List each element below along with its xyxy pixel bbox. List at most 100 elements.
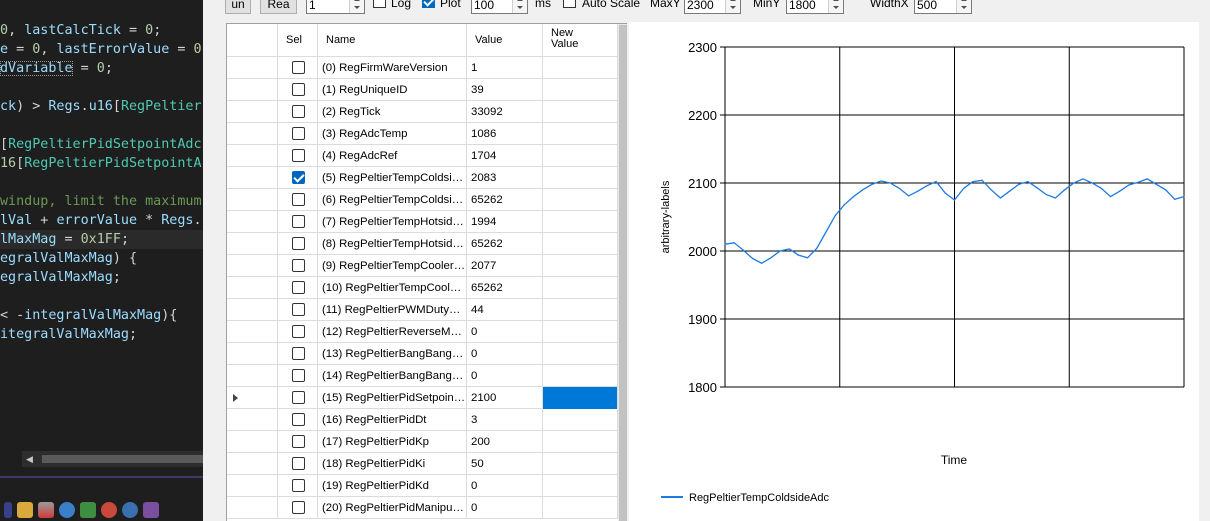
maxy-spinner[interactable]: 2300 <box>684 0 741 14</box>
row-select-checkbox[interactable] <box>292 281 305 294</box>
row-header[interactable] <box>227 299 278 321</box>
new-value-cell[interactable] <box>543 497 618 519</box>
register-value-cell[interactable]: 50 <box>467 453 543 475</box>
table-row[interactable]: (8) RegPeltierTempHotside... 65262 <box>227 233 627 255</box>
code-line[interactable]: lVal + errorValue * Regs. <box>0 211 202 230</box>
table-row[interactable]: (4) RegAdcRef 1704 <box>227 145 627 167</box>
period-spinner[interactable]: 100 <box>471 0 528 14</box>
register-name-cell[interactable]: (14) RegPeltierBangBangTe... <box>318 365 467 387</box>
run-button[interactable]: un <box>225 0 251 14</box>
register-value-cell[interactable]: 33092 <box>467 101 543 123</box>
register-value-cell[interactable]: 0 <box>467 365 543 387</box>
row-header[interactable] <box>227 211 278 233</box>
table-row[interactable]: (20) RegPeltierPidManipulat... 0 <box>227 497 627 519</box>
log-checkbox[interactable] <box>373 0 386 8</box>
column-header-new-value[interactable]: New Value <box>543 24 618 57</box>
row-header[interactable] <box>227 79 278 101</box>
new-value-cell[interactable] <box>543 123 618 145</box>
row-select-checkbox[interactable] <box>292 501 305 514</box>
widthx-spinner[interactable]: 500 <box>914 0 972 14</box>
bug-icon[interactable] <box>101 501 117 518</box>
table-row[interactable]: (13) RegPeltierBangBangTe... 0 <box>227 343 627 365</box>
row-header[interactable] <box>227 233 278 255</box>
row-header[interactable] <box>227 343 278 365</box>
column-header-sel[interactable]: Sel <box>278 24 318 57</box>
register-name-cell[interactable]: (5) RegPeltierTempColdside... <box>318 167 467 189</box>
row-select-checkbox[interactable] <box>292 413 305 426</box>
register-name-cell[interactable]: (12) RegPeltierReverseMode <box>318 321 467 343</box>
plot-checkbox[interactable] <box>422 0 435 8</box>
row-select-checkbox[interactable] <box>292 325 305 338</box>
register-grid[interactable]: Sel Name Value New Value (0) RegFirmWare… <box>226 23 627 521</box>
code-line[interactable]: egralValMaxMag; <box>0 268 121 287</box>
new-value-cell[interactable] <box>543 343 618 365</box>
table-row[interactable]: (7) RegPeltierTempHotside... 1994 <box>227 211 627 233</box>
row-select-checkbox[interactable] <box>292 171 305 184</box>
table-row[interactable]: (16) RegPeltierPidDt 3 <box>227 409 627 431</box>
new-value-cell[interactable] <box>543 101 618 123</box>
row-header[interactable] <box>227 145 278 167</box>
table-row[interactable]: (12) RegPeltierReverseMode 0 <box>227 321 627 343</box>
code-line[interactable]: [RegPeltierPidSetpointAdc <box>0 135 202 154</box>
autoscale-checkbox[interactable] <box>563 0 576 8</box>
table-row[interactable]: (14) RegPeltierBangBangTe... 0 <box>227 365 627 387</box>
new-value-cell[interactable] <box>543 299 618 321</box>
find-icon[interactable] <box>122 501 138 518</box>
register-name-cell[interactable]: (1) RegUniqueID <box>318 79 467 101</box>
new-value-cell[interactable] <box>543 365 618 387</box>
row-header[interactable] <box>227 57 278 79</box>
new-value-cell[interactable] <box>543 475 618 497</box>
code-line[interactable]: windup, limit the maximum <box>0 192 202 211</box>
register-name-cell[interactable]: (3) RegAdcTemp <box>318 123 467 145</box>
new-value-cell[interactable] <box>543 277 618 299</box>
table-row[interactable]: (0) RegFirmWareVersion 1 <box>227 57 627 79</box>
new-value-cell[interactable] <box>543 79 618 101</box>
row-select-checkbox[interactable] <box>292 83 305 96</box>
row-select-checkbox[interactable] <box>292 369 305 382</box>
row-select-checkbox[interactable] <box>292 193 305 206</box>
row-select-checkbox[interactable] <box>292 479 305 492</box>
register-value-cell[interactable]: 65262 <box>467 277 543 299</box>
new-value-cell[interactable] <box>543 233 618 255</box>
table-row[interactable]: (18) RegPeltierPidKi 50 <box>227 453 627 475</box>
row-select-checkbox[interactable] <box>292 391 305 404</box>
spinner-arrows-icon[interactable] <box>725 0 740 13</box>
device-icon[interactable] <box>80 501 96 518</box>
table-row[interactable]: (6) RegPeltierTempColdside... 65262 <box>227 189 627 211</box>
table-row[interactable]: (9) RegPeltierTempCoolerB... 2077 <box>227 255 627 277</box>
new-value-cell[interactable] <box>543 189 618 211</box>
scroll-thumb[interactable] <box>42 455 203 463</box>
row-header[interactable] <box>227 409 278 431</box>
folder-icon[interactable] <box>17 501 33 518</box>
register-name-cell[interactable]: (17) RegPeltierPidKp <box>318 431 467 453</box>
row-header[interactable] <box>227 475 278 497</box>
register-value-cell[interactable]: 3 <box>467 409 543 431</box>
new-value-cell[interactable] <box>543 255 618 277</box>
register-value-cell[interactable]: 44 <box>467 299 543 321</box>
new-value-cell[interactable] <box>543 453 618 475</box>
row-header[interactable] <box>227 453 278 475</box>
new-value-cell[interactable] <box>543 321 618 343</box>
spinner-arrows-icon[interactable] <box>512 0 527 13</box>
row-header[interactable] <box>227 365 278 387</box>
table-row[interactable]: (3) RegAdcTemp 1086 <box>227 123 627 145</box>
row-select-checkbox[interactable] <box>292 127 305 140</box>
new-value-cell[interactable] <box>543 211 618 233</box>
row-select-checkbox[interactable] <box>292 259 305 272</box>
row-select-checkbox[interactable] <box>292 347 305 360</box>
register-value-cell[interactable]: 200 <box>467 431 543 453</box>
register-name-cell[interactable]: (13) RegPeltierBangBangTe... <box>318 343 467 365</box>
register-name-cell[interactable]: (7) RegPeltierTempHotside... <box>318 211 467 233</box>
register-value-cell[interactable]: 65262 <box>467 189 543 211</box>
register-name-cell[interactable]: (20) RegPeltierPidManipulat... <box>318 497 467 519</box>
row-header[interactable] <box>227 101 278 123</box>
spinner-arrows-icon[interactable] <box>828 0 843 13</box>
row-select-checkbox[interactable] <box>292 215 305 228</box>
grid-scroll-thumb[interactable] <box>619 25 627 521</box>
table-row[interactable]: (11) RegPeltierPWMDutyCy... 44 <box>227 299 627 321</box>
row-header[interactable] <box>227 255 278 277</box>
table-row[interactable]: (1) RegUniqueID 39 <box>227 79 627 101</box>
register-value-cell[interactable]: 1 <box>467 57 543 79</box>
new-value-cell[interactable] <box>543 409 618 431</box>
row-select-checkbox[interactable] <box>292 457 305 470</box>
